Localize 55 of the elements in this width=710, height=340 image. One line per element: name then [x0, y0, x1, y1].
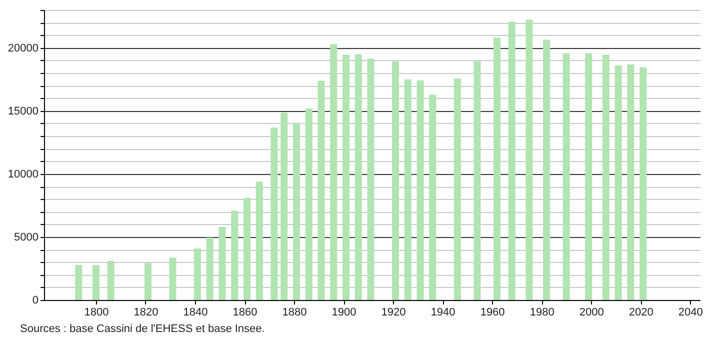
x-tick-label: 1980: [530, 306, 554, 318]
x-tick-label: 2000: [579, 306, 604, 318]
bar: [243, 198, 250, 300]
bar: [614, 65, 622, 300]
x-tick-label: 1880: [282, 306, 307, 318]
bar: [562, 53, 570, 300]
bar: [206, 237, 214, 300]
bar: [429, 94, 436, 300]
bar: [231, 210, 238, 300]
x-tick-label: 1900: [332, 306, 356, 318]
x-tick-label: 1800: [84, 306, 109, 318]
bar: [526, 20, 533, 300]
y-tick-label: 5000: [14, 231, 38, 244]
bar: [280, 112, 288, 300]
bar: [508, 22, 516, 300]
bar: [318, 80, 325, 300]
bar: [367, 58, 374, 300]
bar: [404, 79, 412, 300]
x-tick-label: 1860: [232, 306, 258, 318]
bar: [256, 182, 263, 300]
bar: [305, 108, 312, 300]
bar: [416, 80, 424, 300]
y-tick-label: 10000: [8, 168, 38, 180]
bar: [218, 226, 226, 300]
bar: [194, 248, 201, 300]
source-note: Sources : base Cassini de l'EHESS et base Insee.: [20, 323, 265, 335]
bar: [144, 263, 152, 300]
bar: [474, 61, 481, 300]
bar: [585, 53, 592, 300]
bar: [494, 38, 501, 300]
x-tick-label: 1820: [134, 306, 158, 318]
x-tick-label: 1940: [430, 306, 456, 318]
bar: [92, 265, 100, 300]
bar: [107, 260, 114, 300]
bar: [330, 44, 338, 300]
bar: [75, 264, 82, 300]
bar: [342, 54, 350, 300]
bar: [640, 67, 647, 300]
bar: [270, 128, 278, 300]
x-tick-label: 1840: [183, 306, 208, 318]
x-tick-label: 2020: [628, 306, 654, 318]
bar: [169, 258, 176, 300]
bar: [627, 64, 634, 300]
y-tick-label: 0: [32, 294, 38, 306]
x-tick-label: 2040: [678, 306, 703, 318]
bar: [454, 78, 461, 300]
bar: [602, 54, 610, 300]
bar: [293, 122, 300, 300]
bar: [392, 61, 400, 300]
bar: [354, 54, 362, 300]
x-tick-label: 1960: [480, 306, 505, 318]
y-tick-label: 20000: [8, 42, 38, 54]
bar: [543, 40, 550, 300]
y-tick-label: 15000: [8, 105, 38, 118]
x-tick-label: 1920: [381, 306, 406, 318]
